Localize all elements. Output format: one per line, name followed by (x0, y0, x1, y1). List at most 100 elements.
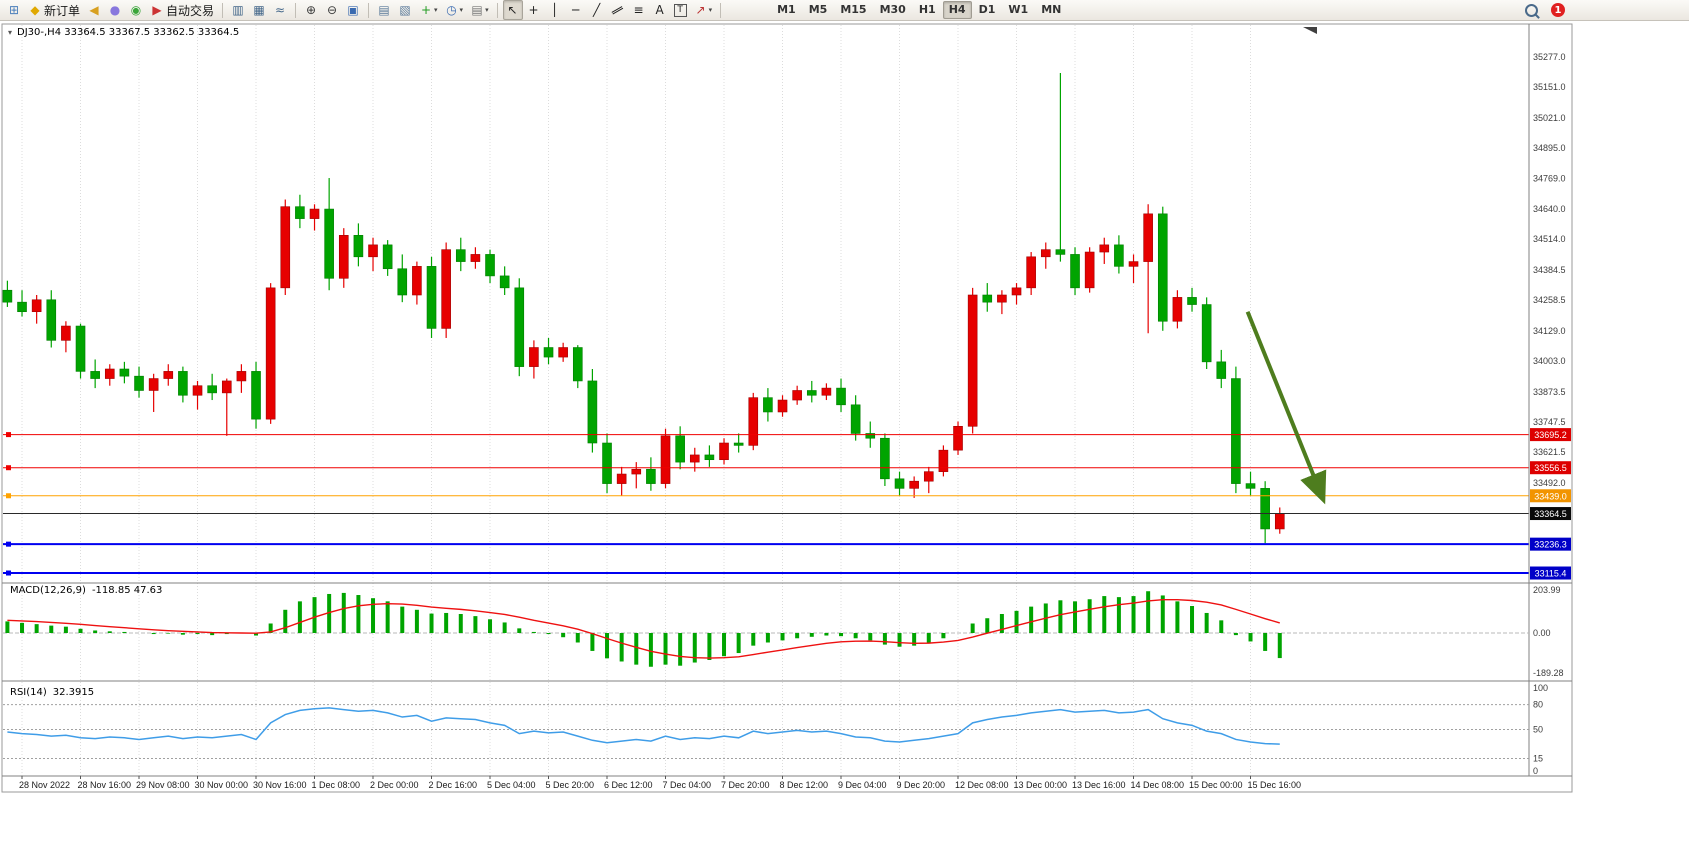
cursor-button[interactable]: ↖ (502, 0, 523, 20)
label-button[interactable]: T (671, 0, 690, 20)
timeframe-m30-button[interactable]: M30 (879, 3, 906, 16)
svg-text:34640.0: 34640.0 (1533, 204, 1566, 214)
down-arrow-annotation[interactable] (1245, 310, 1327, 505)
timeframe-toolbar: M1 M5 M15 M30 H1 H4 D1 W1 MN (771, 1, 1067, 19)
vertical-line-icon: │ (550, 3, 559, 17)
text-label-icon: T (673, 3, 687, 17)
price-axis[interactable]: 35277.0 35151.0 35021.0 34895.0 34769.0 34640… (1530, 52, 1571, 580)
channel-button[interactable]: ∥ (608, 0, 628, 20)
svg-text:33439.0: 33439.0 (1534, 491, 1567, 501)
chart-plot-area[interactable] (3, 25, 1529, 583)
svg-text:15 Dec 16:00: 15 Dec 16:00 (1248, 780, 1302, 790)
bar-chart-button[interactable]: ▥ (228, 0, 248, 20)
svg-text:14 Dec 08:00: 14 Dec 08:00 (1131, 780, 1185, 790)
text-button[interactable]: A (650, 0, 670, 20)
chart-title-text: DJ30-,H4 33364.5 33367.5 33362.5 33364.5 (17, 27, 240, 38)
search-button[interactable] (1522, 0, 1541, 20)
timeframe-mn-button[interactable]: MN (1041, 3, 1062, 16)
svg-text:35277.0: 35277.0 (1533, 52, 1566, 62)
dropdown-arrow-icon[interactable]: ▾ (485, 6, 489, 14)
svg-text:7 Dec 20:00: 7 Dec 20:00 (721, 780, 770, 790)
candlestick-chart-icon: ▦ (253, 3, 265, 17)
svg-text:15 Dec 00:00: 15 Dec 00:00 (1189, 780, 1243, 790)
notification-badge[interactable]: 1 (1551, 3, 1565, 17)
new-chart-button[interactable]: ⊞ (4, 0, 24, 20)
arrows-button[interactable]: ↗ ▾ (691, 0, 716, 20)
horizontal-line-objects[interactable] (3, 432, 1529, 576)
bar-chart-icon: ▥ (232, 3, 244, 17)
chart-expand-icon[interactable]: ▾ (8, 28, 13, 37)
timeframe-d1-button[interactable]: D1 (978, 3, 996, 16)
svg-text:34769.0: 34769.0 (1533, 173, 1566, 183)
template-icon: ▤ (471, 3, 483, 17)
templates-button[interactable]: ▤ ▾ (467, 0, 492, 20)
time-axis[interactable]: 28 Nov 2022 28 Nov 16:00 29 Nov 08:00 30 No… (19, 776, 1301, 790)
add-indicator-icon: + (421, 3, 432, 17)
announcement-button[interactable]: ◀ (84, 0, 104, 20)
dropdown-arrow-icon[interactable]: ▾ (459, 6, 464, 14)
indicators-button[interactable]: + ▾ (416, 0, 441, 20)
svg-text:6 Dec 12:00: 6 Dec 12:00 (604, 780, 653, 790)
new-order-button[interactable]: ◆ 新订单 (25, 0, 83, 20)
cascade-windows-button[interactable]: ▧ (395, 0, 415, 20)
svg-text:33364.5: 33364.5 (1534, 509, 1567, 519)
crosshair-button[interactable]: + (524, 0, 544, 20)
auto-trading-button-label: 自动交易 (166, 3, 215, 18)
timeframe-m5-button[interactable]: M5 (808, 3, 828, 16)
zoom-in-button[interactable]: ⊕ (301, 0, 321, 20)
svg-text:28 Nov 2022: 28 Nov 2022 (19, 780, 70, 790)
toolbar-right: 1 (1522, 0, 1565, 20)
svg-text:33556.5: 33556.5 (1534, 463, 1567, 473)
announcement-icon: ◀ (89, 3, 99, 17)
line-chart-button[interactable]: ≈ (270, 0, 290, 20)
svg-text:28 Nov 16:00: 28 Nov 16:00 (78, 780, 132, 790)
periods-button[interactable]: ◷ ▾ (442, 0, 467, 20)
timeframe-w1-button[interactable]: W1 (1008, 3, 1029, 16)
auto-trading-button[interactable]: ▶ 自动交易 (147, 0, 217, 20)
svg-text:33873.5: 33873.5 (1533, 387, 1566, 397)
macd-header: MACD(12,26,9) -118.85 47.63 (10, 585, 162, 596)
hline-handle (6, 570, 11, 576)
community-button[interactable]: ● (105, 0, 125, 20)
price-badge (1530, 566, 1571, 580)
candlestick-chart-button[interactable]: ▦ (249, 0, 269, 20)
arrange-windows-icon: ▤ (378, 3, 390, 17)
svg-text:34003.0: 34003.0 (1533, 356, 1566, 366)
arrange-windows-button[interactable]: ▤ (374, 0, 394, 20)
svg-text:80: 80 (1533, 700, 1543, 710)
svg-text:35021.0: 35021.0 (1533, 113, 1566, 123)
hline-handle (6, 541, 11, 547)
svg-text:34258.5: 34258.5 (1533, 295, 1566, 305)
rsi-value: 32.3915 (52, 687, 95, 698)
line-chart-icon: ≈ (275, 3, 286, 17)
webinar-button[interactable]: ◉ (126, 0, 146, 20)
svg-text:34514.0: 34514.0 (1533, 234, 1566, 244)
cursor-icon: ↖ (507, 3, 518, 17)
dropdown-arrow-icon[interactable]: ▾ (708, 6, 713, 14)
vertical-line-button[interactable]: │ (545, 0, 565, 20)
auto-trading-icon: ▶ (152, 3, 162, 17)
svg-text:-189.28: -189.28 (1533, 668, 1564, 678)
timeframe-h4-button[interactable]: H4 (942, 1, 972, 19)
fibonacci-button[interactable]: ≡ (629, 0, 649, 20)
zoom-out-button[interactable]: ⊖ (322, 0, 342, 20)
horizontal-line-button[interactable]: ─ (566, 0, 586, 20)
timeframe-m15-button[interactable]: M15 (840, 3, 867, 16)
toolbar-separator (368, 2, 370, 18)
rsi-panel: 100 80 50 15 0 (3, 683, 1548, 776)
trendline-icon: ╱ (592, 3, 601, 17)
dropdown-arrow-icon[interactable]: ▾ (434, 6, 438, 14)
svg-text:8 Dec 12:00: 8 Dec 12:00 (780, 780, 829, 790)
timeframe-h1-button[interactable]: H1 (918, 3, 936, 16)
svg-text:33747.5: 33747.5 (1533, 417, 1566, 427)
tile-windows-button[interactable]: ▣ (343, 0, 363, 20)
toolbar-buttons: ⊞ ◆ 新订单 ◀ ● ◉ ▶ 自动交易 ▥ ▦ ≈ ⊕ ⊖ ▣ ▤ ▧ + ▾ ◷ ▾ ▤ ▾ ↖ + │ ─ ╱ ∥ ≡ A T ↗ ▾ (4, 0, 725, 20)
svg-text:15: 15 (1533, 754, 1543, 764)
price-badge (1530, 537, 1571, 551)
community-icon: ● (109, 3, 121, 17)
trendline-button[interactable]: ╱ (587, 0, 607, 20)
chart-title: ▾ DJ30-,H4 33364.5 33367.5 33362.5 33364… (8, 27, 239, 38)
timeframe-m1-button[interactable]: M1 (777, 3, 796, 16)
svg-text:35151.0: 35151.0 (1533, 82, 1566, 92)
new-chart-icon: ⊞ (8, 3, 20, 17)
